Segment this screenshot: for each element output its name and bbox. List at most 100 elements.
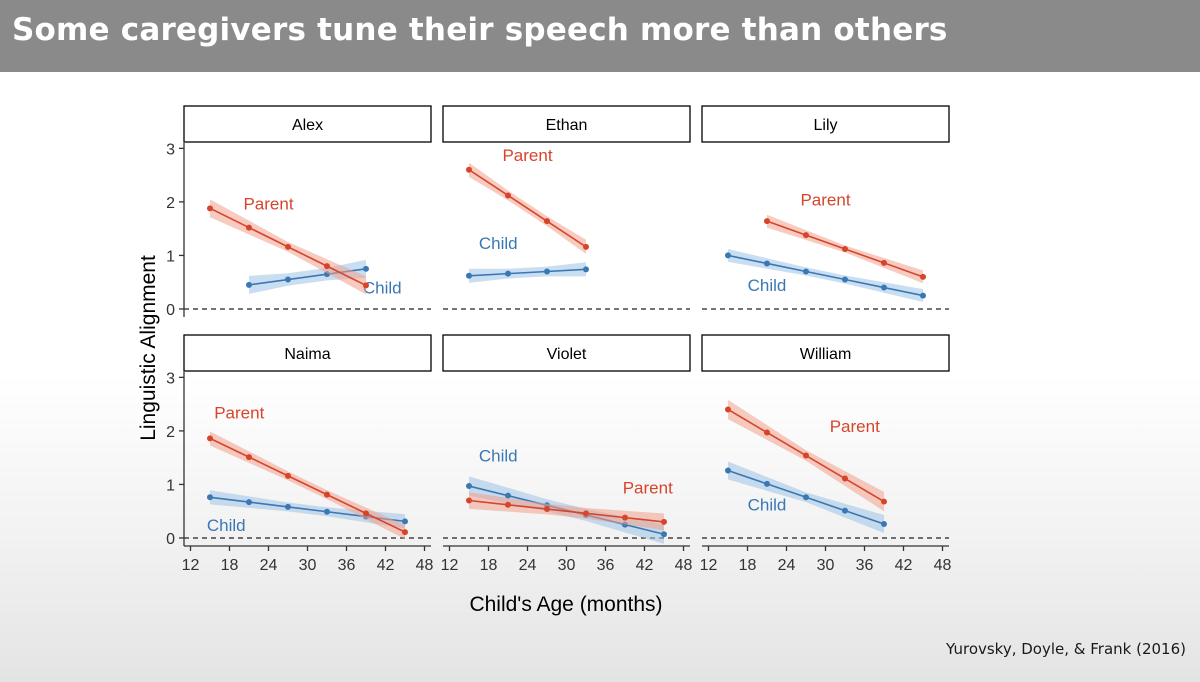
parent-series-label: Parent bbox=[502, 146, 552, 165]
x-tick-label: 42 bbox=[636, 557, 654, 574]
panel-strip-label: Alex bbox=[292, 117, 323, 134]
x-tick-label: 42 bbox=[895, 557, 913, 574]
panel-alex: Alex 0 1 2 3 Child Parent bbox=[166, 105, 432, 319]
x-tick-label: 12 bbox=[441, 557, 459, 574]
parent-data-point bbox=[725, 406, 731, 413]
x-tick-label: 36 bbox=[338, 557, 356, 574]
parent-data-point bbox=[466, 497, 472, 504]
parent-data-point bbox=[207, 205, 213, 212]
child-series-label: Child bbox=[479, 446, 518, 465]
x-tick-label: 30 bbox=[299, 557, 317, 574]
panel-strip bbox=[183, 105, 432, 143]
panel-strip bbox=[183, 334, 432, 372]
parent-data-point bbox=[764, 218, 770, 225]
child-data-point bbox=[466, 483, 472, 490]
parent-data-point bbox=[505, 501, 511, 508]
panel-strip bbox=[442, 105, 691, 143]
y-tick-label: 0 bbox=[166, 531, 175, 548]
child-data-point bbox=[842, 507, 848, 514]
y-tick-label: 2 bbox=[166, 195, 175, 212]
parent-series-label: Parent bbox=[214, 404, 264, 423]
child-series-label: Child bbox=[207, 516, 246, 535]
parent-data-point bbox=[842, 475, 848, 482]
panel-strip-label: Naima bbox=[284, 346, 330, 363]
child-data-point bbox=[583, 266, 589, 273]
parent-data-point bbox=[764, 429, 770, 436]
parent-series-label: Parent bbox=[623, 479, 673, 498]
title-bar: Some caregivers tune their speech more t… bbox=[0, 0, 1200, 72]
child-data-point bbox=[402, 518, 408, 525]
parent-data-point bbox=[246, 224, 252, 231]
parent-data-point bbox=[881, 498, 887, 505]
child-data-point bbox=[505, 270, 511, 277]
parent-data-point bbox=[505, 192, 511, 199]
panel-lily: Lily Child Parent bbox=[701, 105, 950, 310]
parent-series-line bbox=[468, 499, 665, 523]
x-tick-label: 24 bbox=[260, 557, 278, 574]
parent-data-point bbox=[803, 232, 809, 239]
child-data-point bbox=[505, 492, 511, 499]
parent-data-point bbox=[544, 506, 550, 513]
child-series-label: Child bbox=[748, 496, 787, 515]
child-series-line bbox=[727, 254, 924, 297]
y-tick-label: 3 bbox=[166, 370, 175, 387]
child-data-point bbox=[764, 260, 770, 267]
y-tick-label: 3 bbox=[166, 141, 175, 158]
child-data-point bbox=[920, 292, 926, 299]
panel-strip bbox=[442, 334, 691, 372]
chart-panels: Alex0123ChildParentEthanChildParentLilyC… bbox=[166, 105, 952, 574]
x-tick-label: 48 bbox=[416, 557, 434, 574]
y-tick-label: 0 bbox=[166, 302, 175, 319]
y-axis-title: Linguistic Alignment bbox=[137, 255, 160, 441]
child-data-point bbox=[246, 499, 252, 506]
child-data-point bbox=[544, 268, 550, 275]
panel-violet: Violet 12 18 24 30 36 42 48 Child Parent bbox=[441, 334, 693, 574]
parent-data-point bbox=[544, 218, 550, 225]
parent-series-label: Parent bbox=[243, 194, 293, 213]
parent-data-point bbox=[402, 529, 408, 536]
parent-data-point bbox=[661, 518, 667, 525]
parent-data-point bbox=[285, 472, 291, 479]
parent-data-point bbox=[363, 282, 369, 289]
panel-strip-label: Ethan bbox=[546, 117, 588, 134]
panel-strip bbox=[701, 105, 950, 143]
x-tick-label: 48 bbox=[675, 557, 693, 574]
panel-strip-label: Violet bbox=[547, 346, 587, 363]
parent-series-label: Parent bbox=[830, 417, 880, 436]
parent-data-point bbox=[324, 263, 330, 270]
x-tick-label: 30 bbox=[817, 557, 835, 574]
x-tick-label: 18 bbox=[739, 557, 757, 574]
x-tick-label: 42 bbox=[377, 557, 395, 574]
panel-ethan: Ethan Child Parent bbox=[442, 105, 691, 310]
x-tick-label: 48 bbox=[934, 557, 952, 574]
child-data-point bbox=[246, 281, 252, 288]
child-data-point bbox=[466, 272, 472, 279]
child-data-point bbox=[764, 480, 770, 487]
child-data-point bbox=[881, 521, 887, 528]
panel-strip-label: Lily bbox=[813, 117, 837, 134]
x-tick-label: 30 bbox=[558, 557, 576, 574]
citation: Yurovsky, Doyle, & Frank (2016) bbox=[946, 640, 1186, 658]
parent-data-point bbox=[920, 273, 926, 280]
panel-william: William 12 18 24 30 36 42 48 Child Parent bbox=[700, 334, 952, 574]
child-data-point bbox=[725, 467, 731, 474]
parent-series-line bbox=[468, 169, 587, 248]
x-tick-label: 24 bbox=[778, 557, 796, 574]
parent-data-point bbox=[246, 454, 252, 461]
x-tick-label: 18 bbox=[221, 557, 239, 574]
parent-data-point bbox=[324, 491, 330, 498]
parent-data-point bbox=[466, 166, 472, 173]
parent-data-point bbox=[622, 514, 628, 521]
child-data-point bbox=[207, 494, 213, 501]
parent-data-point bbox=[285, 243, 291, 250]
parent-data-point bbox=[583, 510, 589, 517]
slide-title: Some caregivers tune their speech more t… bbox=[12, 12, 948, 48]
child-data-point bbox=[661, 531, 667, 538]
child-data-point bbox=[803, 268, 809, 275]
child-data-point bbox=[285, 503, 291, 510]
child-data-point bbox=[803, 494, 809, 501]
parent-data-point bbox=[363, 510, 369, 517]
child-data-point bbox=[285, 276, 291, 283]
x-tick-label: 36 bbox=[597, 557, 615, 574]
child-series-label: Child bbox=[479, 234, 518, 253]
